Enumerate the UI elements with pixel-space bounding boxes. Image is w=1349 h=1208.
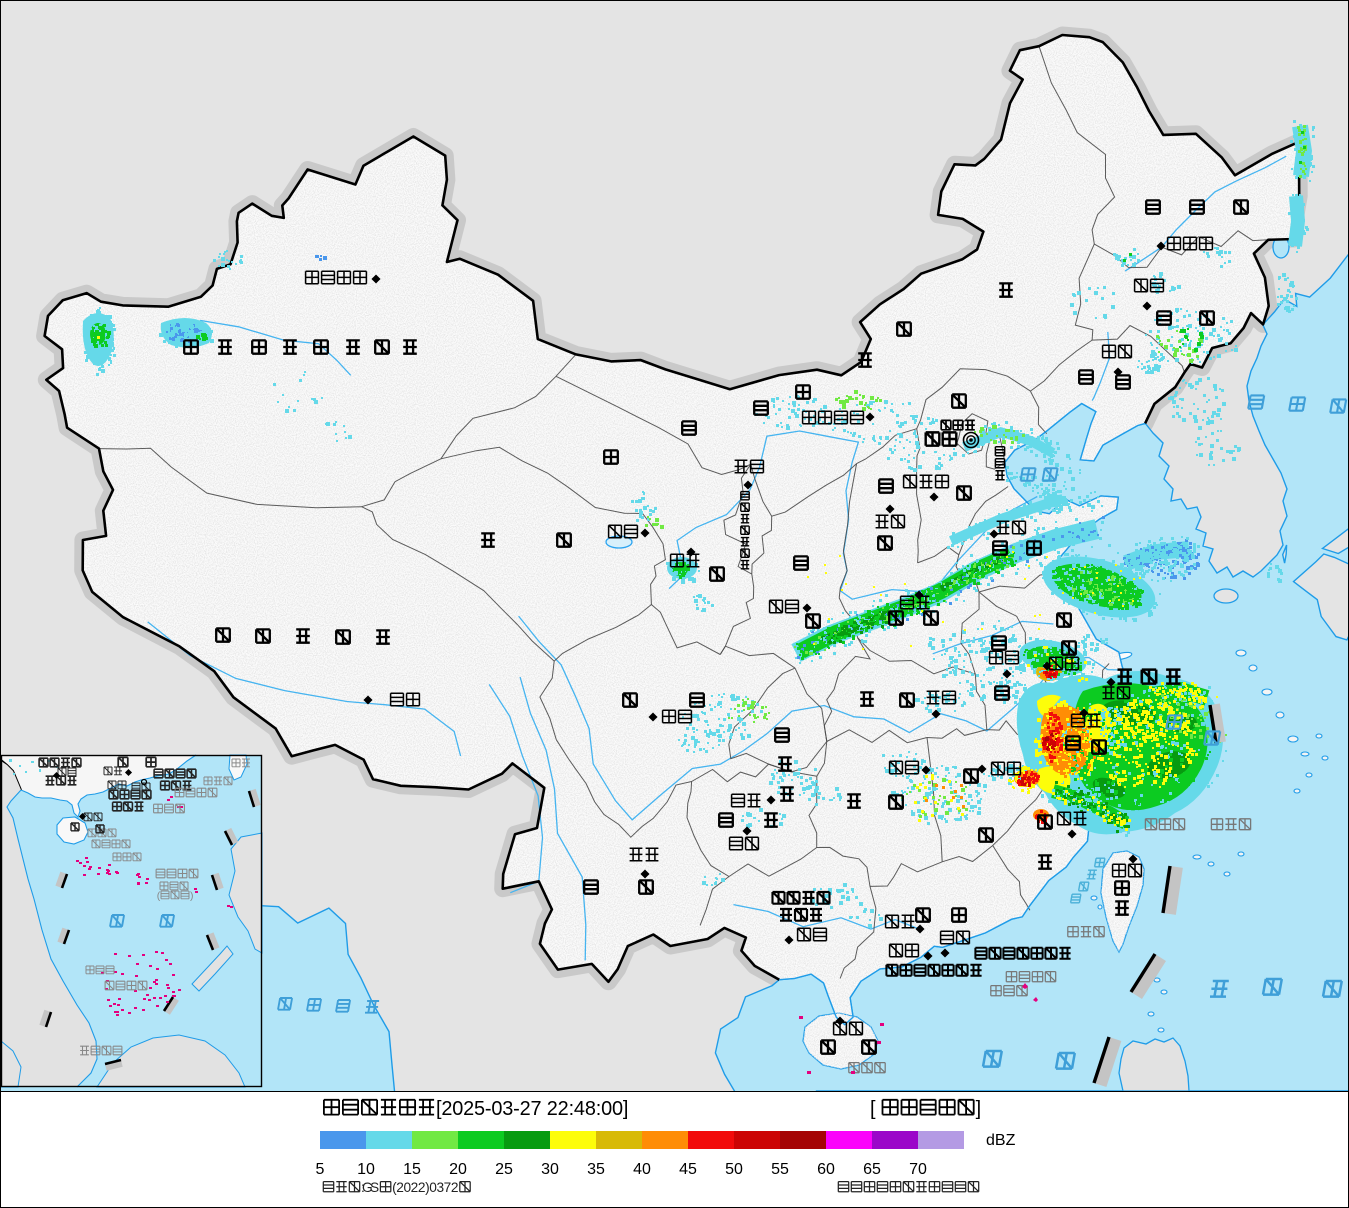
svg-text::GS: :GS (361, 1180, 379, 1195)
svg-text:): ) (190, 890, 194, 902)
svg-text:[2025-03-27 22:48:00]: [2025-03-27 22:48:00] (436, 1098, 628, 1120)
svg-text:[: [ (870, 1098, 876, 1120)
svg-text:]: ] (976, 1098, 982, 1120)
svg-text:(: ( (157, 890, 161, 902)
svg-text:(2022)0372: (2022)0372 (392, 1180, 458, 1195)
